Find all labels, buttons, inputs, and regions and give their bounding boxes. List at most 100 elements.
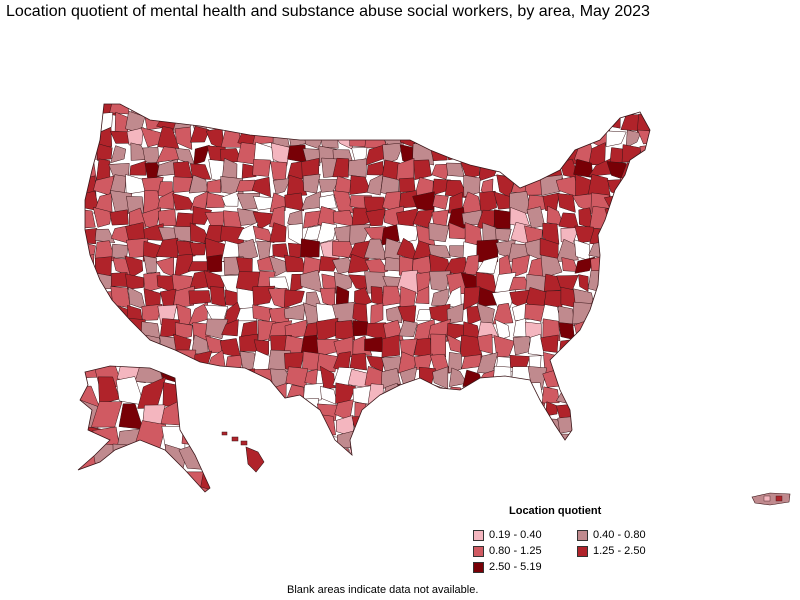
region-cell	[316, 317, 339, 343]
region-cell	[576, 398, 593, 420]
region-cell	[78, 366, 99, 379]
region-cell	[237, 238, 259, 263]
region-cell	[540, 254, 563, 279]
region-cell	[639, 194, 650, 214]
region-cell	[271, 432, 290, 451]
region-cell	[379, 429, 405, 448]
region-cell	[284, 254, 307, 273]
region-cell	[367, 430, 388, 449]
region-cell	[143, 445, 162, 455]
region-cell	[495, 228, 512, 242]
region-cell	[525, 449, 549, 455]
region-cell	[399, 177, 416, 193]
region-cell	[558, 322, 575, 341]
region-cell	[288, 417, 308, 437]
region-cell	[209, 286, 226, 307]
region-cell	[224, 384, 241, 406]
region-cell	[475, 256, 499, 274]
legend-label: 0.80 - 1.25	[489, 545, 542, 557]
region-cell	[239, 112, 257, 128]
region-cell	[482, 222, 499, 242]
region-cell	[476, 239, 499, 263]
region-cell	[112, 443, 140, 475]
region-cell	[430, 333, 446, 358]
region-cell	[109, 209, 129, 226]
region-cell	[251, 403, 276, 417]
region-cell	[492, 302, 514, 325]
region-cell	[636, 290, 650, 308]
region-cell	[525, 145, 544, 165]
region-cell	[173, 176, 193, 193]
region-cell	[412, 209, 435, 229]
region-cell	[607, 104, 625, 115]
region-cell	[113, 324, 130, 342]
region-cell	[189, 366, 211, 390]
region-cell	[492, 365, 512, 390]
region-cell	[204, 224, 224, 243]
region-cell	[540, 141, 564, 165]
region-cell	[432, 112, 453, 133]
region-cell	[269, 222, 287, 243]
region-cell	[638, 302, 650, 326]
region-cell	[162, 382, 184, 407]
region-cell	[178, 381, 195, 406]
region-cell	[95, 302, 116, 325]
region-cell	[590, 430, 608, 455]
region-cell	[461, 354, 482, 370]
region-cell	[428, 222, 450, 243]
region-cell	[448, 104, 466, 114]
region-cell	[268, 382, 287, 402]
region-cell	[114, 111, 129, 134]
region-cell	[302, 398, 319, 420]
region-cell	[475, 433, 498, 451]
region-cell	[588, 111, 613, 131]
region-cell	[444, 146, 463, 161]
region-cell	[608, 386, 628, 403]
region-cell	[591, 384, 607, 406]
region-cell	[85, 321, 99, 339]
region-cell	[91, 465, 124, 492]
region-cell	[606, 238, 628, 259]
region-cell	[180, 384, 209, 407]
region-cell	[223, 449, 242, 455]
region-cell	[109, 104, 130, 115]
region-cell	[400, 399, 419, 419]
region-cell	[622, 365, 644, 389]
region-cell	[256, 240, 272, 260]
region-cell	[157, 208, 177, 227]
region-cell	[157, 354, 180, 371]
region-cell	[221, 318, 239, 337]
region-cell	[85, 302, 98, 326]
region-cell	[204, 104, 227, 118]
region-cell	[120, 471, 145, 492]
region-cell	[590, 446, 612, 455]
region-cell	[396, 430, 415, 452]
region-cell	[493, 209, 512, 229]
region-cell	[544, 109, 561, 132]
region-cell	[638, 222, 650, 245]
region-cell	[636, 104, 650, 112]
legend-swatch	[577, 545, 588, 557]
region-cell	[463, 384, 483, 404]
region-cell	[182, 399, 210, 428]
region-cell	[572, 367, 594, 387]
region-cell	[492, 400, 516, 420]
region-cell	[364, 337, 383, 353]
region-cell	[627, 436, 643, 452]
region-cell	[638, 433, 650, 455]
region-cell	[512, 111, 532, 134]
region-cell	[332, 157, 349, 178]
region-cell	[446, 303, 464, 324]
region-cell	[396, 223, 419, 244]
region-cell	[317, 448, 338, 455]
region-cell	[540, 334, 559, 353]
region-cell	[352, 446, 371, 455]
region-cell	[477, 402, 498, 419]
region-cell	[370, 302, 384, 326]
region-cell	[221, 190, 239, 207]
region-cell	[240, 385, 260, 406]
region-cell	[626, 387, 642, 406]
region-cell	[428, 244, 451, 258]
region-cell	[85, 289, 101, 309]
